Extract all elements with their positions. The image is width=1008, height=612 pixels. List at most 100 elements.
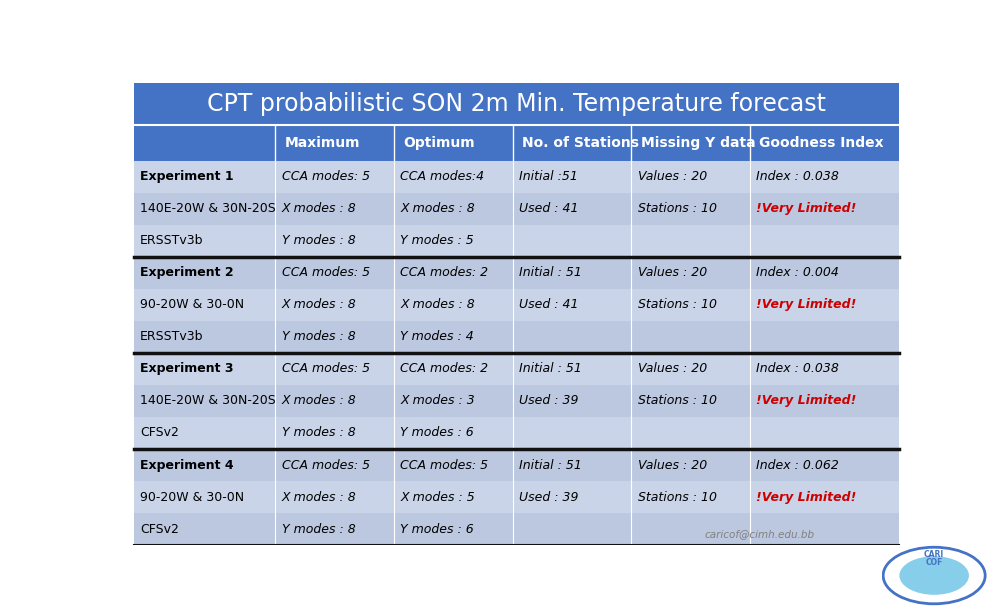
FancyBboxPatch shape — [275, 417, 394, 449]
Text: CCA modes: 2: CCA modes: 2 — [400, 362, 489, 375]
Text: 90-20W & 30-0N: 90-20W & 30-0N — [140, 491, 244, 504]
FancyBboxPatch shape — [631, 160, 750, 193]
FancyBboxPatch shape — [394, 160, 513, 193]
FancyBboxPatch shape — [631, 193, 750, 225]
Text: Experiment 1: Experiment 1 — [140, 170, 234, 183]
Text: Missing Y data: Missing Y data — [641, 136, 755, 150]
Text: Values : 20: Values : 20 — [638, 458, 707, 471]
FancyBboxPatch shape — [275, 449, 394, 481]
Text: CPT probabilistic SON 2m Min. Temperature forecast: CPT probabilistic SON 2m Min. Temperatur… — [207, 92, 827, 116]
FancyBboxPatch shape — [134, 125, 275, 160]
FancyBboxPatch shape — [394, 257, 513, 289]
FancyBboxPatch shape — [750, 257, 899, 289]
FancyBboxPatch shape — [394, 193, 513, 225]
FancyBboxPatch shape — [275, 289, 394, 321]
Text: Y modes : 8: Y modes : 8 — [281, 523, 356, 536]
Text: !Very Limited!: !Very Limited! — [756, 491, 857, 504]
Text: Experiment 3: Experiment 3 — [140, 362, 234, 375]
Text: ERSSTv3b: ERSSTv3b — [140, 330, 204, 343]
FancyBboxPatch shape — [631, 417, 750, 449]
FancyBboxPatch shape — [394, 225, 513, 257]
Text: Values : 20: Values : 20 — [638, 362, 707, 375]
FancyBboxPatch shape — [134, 257, 275, 289]
Text: Used : 39: Used : 39 — [519, 491, 579, 504]
Text: CCA modes: 5: CCA modes: 5 — [281, 362, 370, 375]
FancyBboxPatch shape — [394, 289, 513, 321]
Text: Values : 20: Values : 20 — [638, 170, 707, 183]
FancyBboxPatch shape — [134, 83, 899, 125]
FancyBboxPatch shape — [631, 481, 750, 513]
Text: CCA modes: 5: CCA modes: 5 — [400, 458, 489, 471]
FancyBboxPatch shape — [394, 417, 513, 449]
FancyBboxPatch shape — [134, 289, 275, 321]
FancyBboxPatch shape — [750, 513, 899, 545]
Text: Index : 0.038: Index : 0.038 — [756, 362, 840, 375]
FancyBboxPatch shape — [275, 193, 394, 225]
FancyBboxPatch shape — [631, 225, 750, 257]
FancyBboxPatch shape — [394, 385, 513, 417]
FancyBboxPatch shape — [394, 353, 513, 385]
FancyBboxPatch shape — [134, 321, 275, 353]
Circle shape — [899, 556, 969, 595]
Text: Stations : 10: Stations : 10 — [638, 395, 717, 408]
Text: 90-20W & 30-0N: 90-20W & 30-0N — [140, 298, 244, 312]
FancyBboxPatch shape — [134, 449, 275, 481]
Text: Experiment 2: Experiment 2 — [140, 266, 234, 279]
FancyBboxPatch shape — [513, 257, 631, 289]
Text: Y modes : 4: Y modes : 4 — [400, 330, 474, 343]
Text: !Very Limited!: !Very Limited! — [756, 395, 857, 408]
FancyBboxPatch shape — [750, 125, 899, 160]
FancyBboxPatch shape — [750, 289, 899, 321]
Text: Initial :51: Initial :51 — [519, 170, 578, 183]
Text: X modes : 8: X modes : 8 — [281, 298, 357, 312]
Text: Stations : 10: Stations : 10 — [638, 202, 717, 215]
Text: Goodness Index: Goodness Index — [759, 136, 884, 150]
Text: Y modes : 5: Y modes : 5 — [400, 234, 474, 247]
Text: CCA modes: 5: CCA modes: 5 — [281, 170, 370, 183]
FancyBboxPatch shape — [275, 353, 394, 385]
FancyBboxPatch shape — [513, 160, 631, 193]
Text: Y modes : 8: Y modes : 8 — [281, 427, 356, 439]
FancyBboxPatch shape — [513, 193, 631, 225]
FancyBboxPatch shape — [275, 225, 394, 257]
FancyBboxPatch shape — [134, 385, 275, 417]
FancyBboxPatch shape — [513, 417, 631, 449]
FancyBboxPatch shape — [750, 385, 899, 417]
Text: CFSv2: CFSv2 — [140, 523, 179, 536]
FancyBboxPatch shape — [631, 125, 750, 160]
Text: X modes : 8: X modes : 8 — [281, 395, 357, 408]
FancyBboxPatch shape — [750, 321, 899, 353]
Text: Initial : 51: Initial : 51 — [519, 458, 582, 471]
FancyBboxPatch shape — [631, 289, 750, 321]
FancyBboxPatch shape — [631, 353, 750, 385]
Text: CARI: CARI — [924, 550, 944, 559]
Text: Y modes : 6: Y modes : 6 — [400, 523, 474, 536]
Text: X modes : 3: X modes : 3 — [400, 395, 475, 408]
FancyBboxPatch shape — [750, 481, 899, 513]
Text: X modes : 8: X modes : 8 — [281, 491, 357, 504]
FancyBboxPatch shape — [513, 125, 631, 160]
FancyBboxPatch shape — [631, 513, 750, 545]
FancyBboxPatch shape — [513, 321, 631, 353]
Text: Stations : 10: Stations : 10 — [638, 491, 717, 504]
Text: 140E-20W & 30N-20S: 140E-20W & 30N-20S — [140, 202, 276, 215]
Text: X modes : 8: X modes : 8 — [400, 202, 475, 215]
FancyBboxPatch shape — [394, 321, 513, 353]
Text: !Very Limited!: !Very Limited! — [756, 202, 857, 215]
FancyBboxPatch shape — [134, 225, 275, 257]
FancyBboxPatch shape — [513, 289, 631, 321]
Text: caricof@cimh.edu.bb: caricof@cimh.edu.bb — [704, 529, 814, 539]
FancyBboxPatch shape — [513, 385, 631, 417]
Text: Experiment 4: Experiment 4 — [140, 458, 234, 471]
Text: Index : 0.004: Index : 0.004 — [756, 266, 840, 279]
Text: Initial : 51: Initial : 51 — [519, 266, 582, 279]
FancyBboxPatch shape — [750, 417, 899, 449]
FancyBboxPatch shape — [513, 225, 631, 257]
Text: !Very Limited!: !Very Limited! — [756, 298, 857, 312]
FancyBboxPatch shape — [750, 193, 899, 225]
FancyBboxPatch shape — [275, 257, 394, 289]
FancyBboxPatch shape — [513, 449, 631, 481]
FancyBboxPatch shape — [513, 353, 631, 385]
FancyBboxPatch shape — [750, 225, 899, 257]
FancyBboxPatch shape — [631, 385, 750, 417]
